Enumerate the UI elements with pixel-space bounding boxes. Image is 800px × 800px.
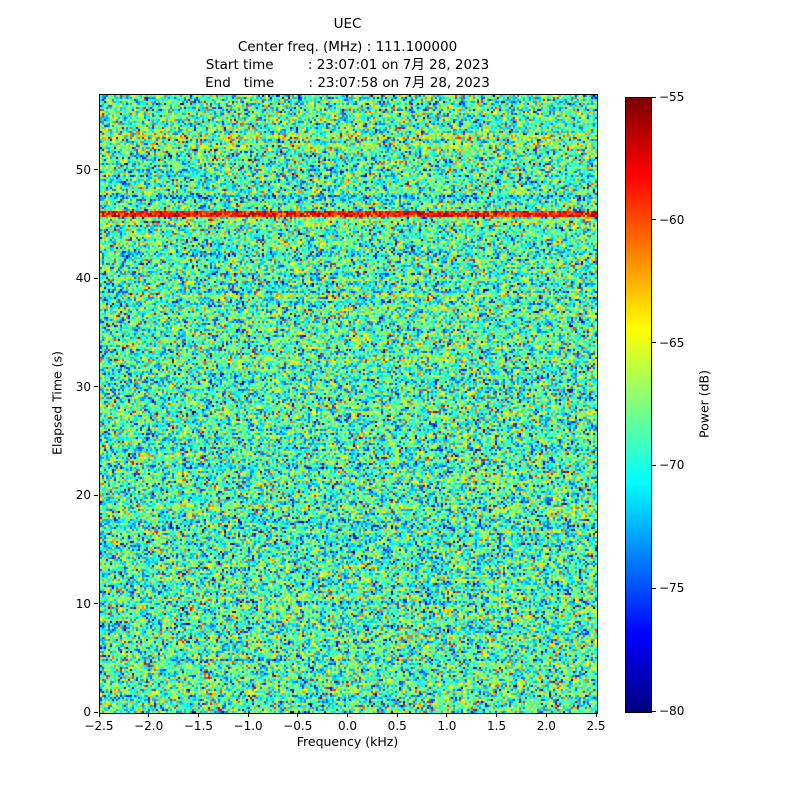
- y-tick-label: 10: [75, 596, 91, 611]
- colorbar-label: Power (dB): [696, 369, 712, 439]
- x-tick-label: 1.5: [487, 719, 507, 733]
- x-tick-mark: [197, 713, 199, 717]
- x-tick-mark: [496, 713, 498, 717]
- colorbar-tick-label: −75: [659, 581, 685, 596]
- y-tick-label: 0: [83, 705, 91, 719]
- colorbar-tick-label: −60: [659, 212, 685, 227]
- x-tick-label: −2.0: [134, 719, 164, 733]
- colorbar-tick-label: −55: [659, 90, 685, 104]
- x-axis-label: Frequency (kHz): [296, 734, 399, 749]
- spectrogram-heatmap-canvas: [100, 95, 597, 713]
- colorbar-tick-mark: [652, 464, 656, 466]
- x-tick-mark: [347, 713, 348, 717]
- colorbar-tick-label: −65: [659, 335, 685, 350]
- x-tick-label: 0.0: [337, 719, 358, 733]
- colorbar-gradient-canvas: [626, 98, 651, 712]
- colorbar-tick-mark: [652, 587, 656, 589]
- x-tick-label: 2.5: [586, 719, 606, 733]
- x-tick-mark: [545, 713, 547, 717]
- x-tick-mark: [396, 713, 398, 717]
- x-tick-label: −0.5: [283, 719, 313, 733]
- y-tick-mark: [94, 169, 98, 171]
- y-axis-label: Elapsed Time (s): [49, 351, 65, 455]
- y-tick-mark: [94, 277, 98, 279]
- colorbar: [625, 97, 652, 713]
- colorbar-tick-label: −80: [659, 704, 685, 718]
- x-tick-label: 1.0: [437, 719, 457, 733]
- y-tick-mark: [94, 711, 98, 713]
- x-tick-label: 2.0: [536, 719, 556, 733]
- y-tick-label: 30: [75, 379, 91, 394]
- x-tick-label: 0.5: [387, 719, 407, 733]
- x-tick-mark: [446, 713, 448, 717]
- x-tick-mark: [297, 713, 299, 717]
- x-tick-mark: [595, 713, 597, 717]
- colorbar-tick-mark: [652, 710, 656, 712]
- colorbar-tick-label: −70: [659, 458, 685, 473]
- header-start-time: Start time : 23:07:01 on 7月 28, 2023: [205, 57, 490, 73]
- y-tick-label: 40: [75, 271, 91, 286]
- y-tick-mark: [94, 603, 98, 605]
- x-tick-label: −2.5: [84, 719, 114, 733]
- y-tick-label: 50: [75, 162, 91, 177]
- colorbar-tick-mark: [652, 219, 656, 221]
- x-tick-label: −1.5: [183, 719, 213, 733]
- chart-title: UEC: [333, 16, 362, 32]
- y-tick-label: 20: [75, 488, 91, 503]
- y-tick-mark: [94, 386, 98, 388]
- x-tick-label: −1.0: [233, 719, 263, 733]
- header-center-freq: Center freq. (MHz) : 111.100000: [237, 39, 458, 55]
- colorbar-tick-mark: [652, 96, 656, 98]
- y-tick-mark: [94, 494, 98, 496]
- x-tick-mark: [148, 713, 150, 717]
- x-tick-mark: [247, 713, 249, 717]
- x-tick-mark: [98, 713, 100, 717]
- header-end-time: End time : 23:07:58 on 7月 28, 2023: [205, 75, 490, 91]
- colorbar-tick-mark: [652, 342, 656, 344]
- heatmap-plot-area: [99, 94, 598, 714]
